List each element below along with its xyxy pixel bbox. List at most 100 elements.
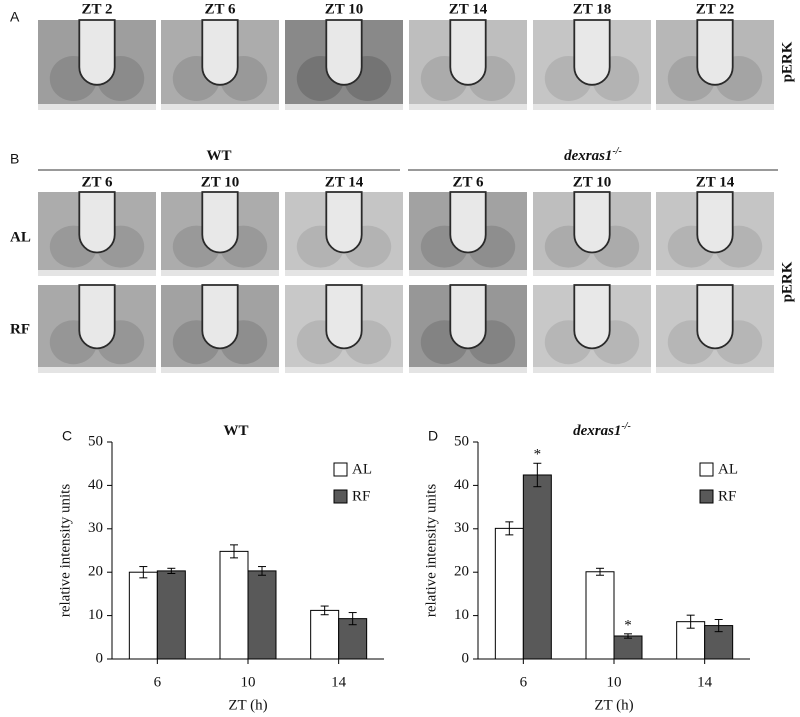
ventricle (78, 191, 116, 254)
bar (522, 474, 552, 660)
column-label: ZT 10 (325, 1, 364, 17)
group-label: dexras1-/- (564, 146, 622, 165)
error-bar (258, 566, 266, 576)
micrograph (656, 19, 774, 110)
micrograph-strip (656, 104, 774, 110)
y-tick-label: 40 (454, 477, 469, 493)
micrograph-strip (38, 270, 156, 276)
micrograph-strip (533, 270, 651, 276)
column-label: ZT 6 (82, 174, 113, 190)
error-bar (714, 619, 723, 633)
legend-swatch (333, 462, 348, 477)
micrograph (409, 284, 527, 373)
micrograph (161, 284, 279, 373)
y-tick-label: 40 (88, 477, 103, 493)
group-label: WT (206, 148, 231, 164)
bar (338, 618, 368, 660)
y-tick-label: 0 (462, 650, 470, 666)
y-axis-label: relative intensity units (57, 484, 73, 617)
ventricle (201, 284, 239, 350)
panel-label: D (428, 428, 438, 444)
chart-title: dexras1-/- (573, 421, 631, 440)
stain-label: pERK (779, 41, 795, 82)
legend-swatch (333, 489, 348, 504)
micrograph-strip (38, 367, 156, 373)
legend-label: RF (352, 488, 370, 504)
micrograph (533, 191, 651, 276)
group-superscript: -/- (612, 146, 621, 157)
panel-label: A (10, 9, 20, 25)
x-tick-label: 10 (607, 674, 622, 690)
significance-marker: * (534, 447, 542, 463)
micrograph (656, 191, 774, 276)
micrograph (161, 191, 279, 276)
ventricle (573, 284, 611, 350)
error-bar (230, 544, 238, 559)
row-label: AL (10, 229, 31, 245)
ventricle (696, 19, 734, 86)
ventricle (201, 191, 239, 254)
legend-label: AL (718, 461, 738, 477)
row-label: RF (10, 321, 30, 337)
micrograph (285, 191, 403, 276)
column-label: ZT 22 (696, 1, 735, 17)
error-bar (624, 633, 632, 639)
panel-label: C (62, 428, 72, 444)
stain-label: pERK (779, 261, 795, 302)
micrograph-strip (161, 270, 279, 276)
micrograph (285, 284, 403, 373)
error-bar (505, 521, 514, 536)
column-label: ZT 10 (573, 174, 612, 190)
y-axis-label: relative intensity units (423, 484, 439, 617)
x-axis-label: ZT (h) (228, 697, 267, 713)
micrograph-strip (533, 104, 651, 110)
error-bar (533, 462, 542, 488)
ventricle (325, 284, 363, 350)
micrograph (285, 19, 403, 110)
ventricle (201, 19, 239, 86)
ventricle (325, 19, 363, 86)
micrograph-strip (285, 367, 403, 373)
ventricle (573, 19, 611, 86)
ventricle (449, 191, 487, 254)
micrograph-strip (409, 367, 527, 373)
micrograph (38, 191, 156, 276)
micrograph-strip (285, 104, 403, 110)
column-label: ZT 2 (82, 1, 113, 17)
bar (247, 570, 277, 660)
error-bar (348, 612, 357, 626)
group-name: WT (206, 148, 231, 164)
bar (494, 527, 524, 660)
title-superscript: -/- (621, 421, 630, 432)
column-label: ZT 6 (205, 1, 236, 17)
y-tick-label: 20 (454, 564, 469, 580)
micrograph-strip (285, 270, 403, 276)
significance-marker: * (624, 617, 632, 633)
bar (613, 635, 643, 660)
x-tick-label: 6 (520, 674, 528, 690)
y-tick-label: 50 (88, 433, 103, 449)
group-name: dexras1 (564, 148, 612, 164)
chart-title: WT (223, 423, 248, 439)
x-tick-label: 6 (154, 674, 162, 690)
x-tick-label: 14 (331, 674, 347, 690)
micrograph (533, 19, 651, 110)
column-label: ZT 14 (325, 174, 364, 190)
ventricle (449, 19, 487, 86)
column-label: ZT 14 (696, 174, 735, 190)
panel-label: B (10, 151, 19, 167)
micrograph (656, 284, 774, 373)
ventricle (449, 284, 487, 350)
y-tick-label: 0 (96, 650, 104, 666)
x-tick-label: 10 (241, 674, 256, 690)
bar (310, 609, 340, 660)
bar (585, 571, 615, 660)
column-label: ZT 6 (453, 174, 484, 190)
micrograph (38, 284, 156, 373)
ventricle (696, 191, 734, 254)
micrograph (409, 191, 527, 276)
micrograph-strip (533, 367, 651, 373)
error-bar (167, 567, 176, 575)
column-label: ZT 14 (449, 1, 488, 17)
